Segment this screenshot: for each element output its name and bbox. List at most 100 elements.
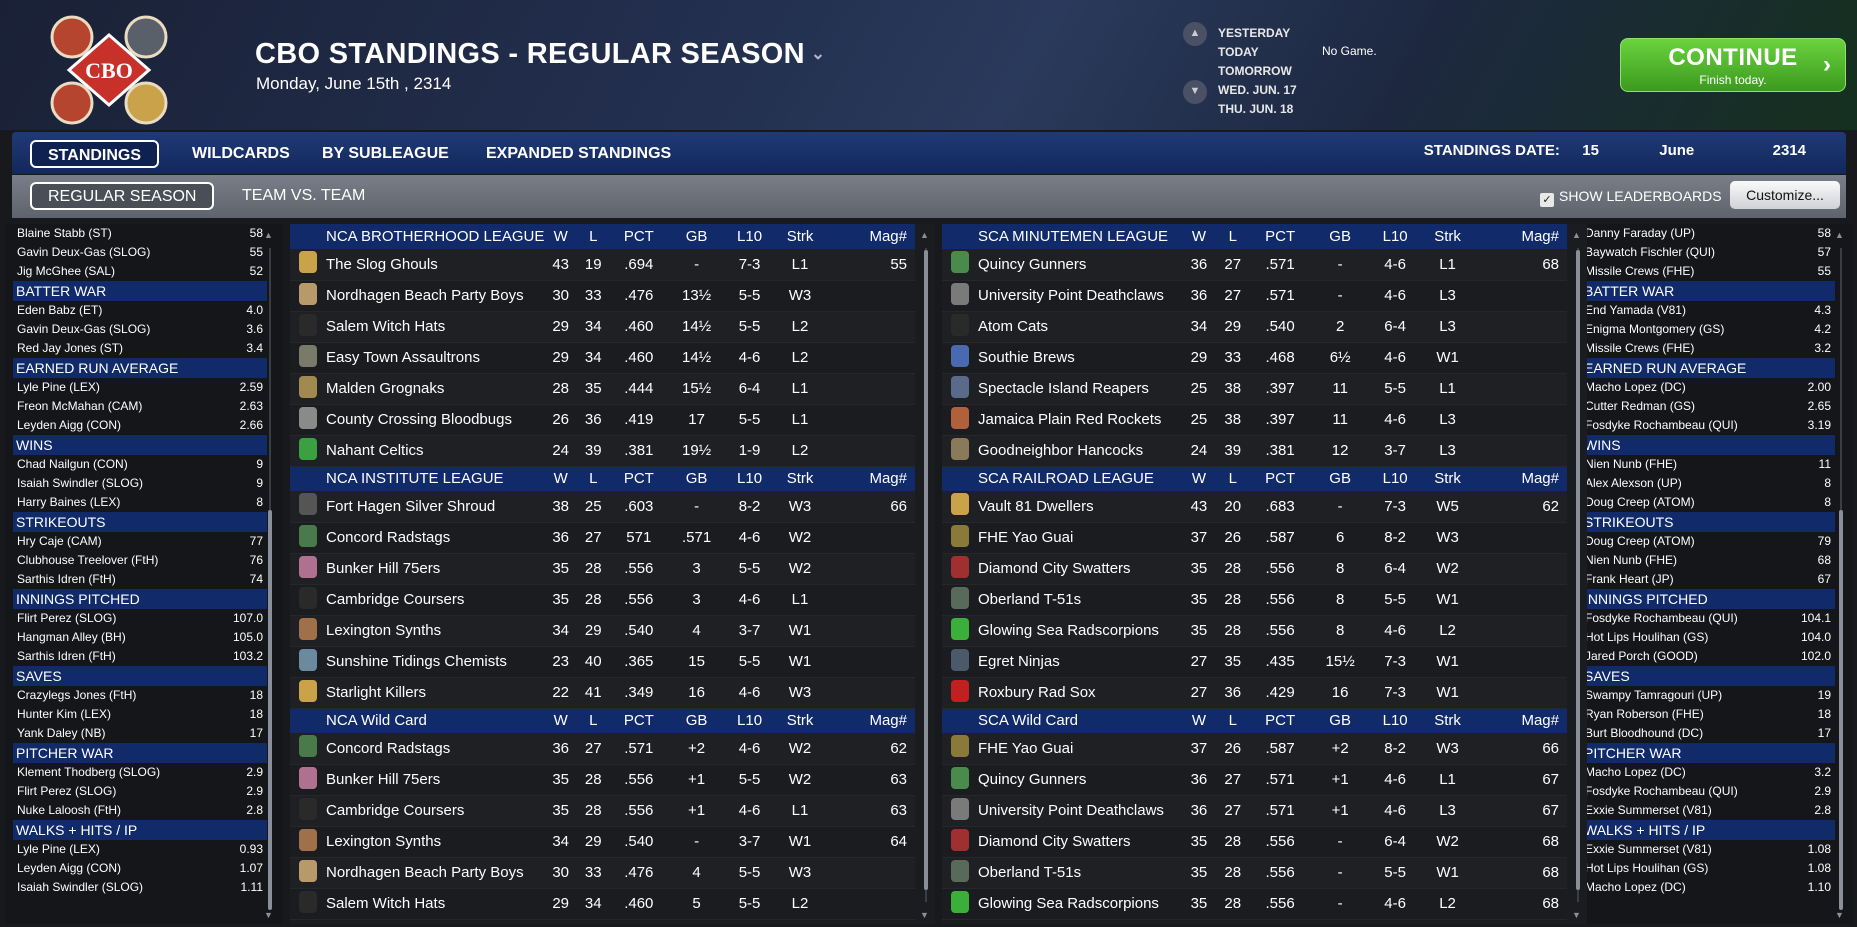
leaderboard-row[interactable]: Harry Baines (LEX) 8 (13, 493, 267, 512)
leader-name[interactable]: Yank Daley (NB) (17, 726, 106, 740)
leaderboard-row[interactable]: Hot Lips Houlihan (GS) 1.08 (1581, 859, 1835, 878)
leader-name[interactable]: Exxie Summerset (V81) (1585, 842, 1712, 856)
column-header-l[interactable]: L (576, 224, 610, 249)
leaderboard-row[interactable]: Macho Lopez (DC) 1.10 (1581, 878, 1835, 897)
column-header-gb[interactable]: GB (1310, 466, 1370, 491)
leaderboard-row[interactable]: Jig McGhee (SAL) 52 (13, 262, 267, 281)
leader-name[interactable]: Sarthis Idren (FtH) (17, 572, 116, 586)
standings-year-field[interactable]: 2314 (1772, 142, 1806, 159)
continue-button[interactable]: CONTINUE Finish today. › (1620, 38, 1846, 92)
leader-name[interactable]: Jared Porch (GOOD) (1585, 649, 1698, 663)
leaderboard-row[interactable]: Sarthis Idren (FtH) 103.2 (13, 647, 267, 666)
tab-wildcards[interactable]: WILDCARDS (192, 145, 290, 162)
team-name[interactable]: Jamaica Plain Red Rockets (978, 404, 1182, 436)
leader-name[interactable]: Klement Thodberg (SLOG) (17, 765, 161, 779)
leader-name[interactable]: Missile Crews (FHE) (1585, 264, 1695, 278)
team-name[interactable]: Cambridge Coursers (326, 584, 545, 616)
team-row[interactable]: Quincy Gunners 36 27.571-4-6 L1 68 (942, 249, 1567, 281)
column-header-pct[interactable]: PCT (1249, 224, 1311, 249)
leader-name[interactable]: End Yamada (V81) (1585, 303, 1686, 317)
team-row[interactable]: Diamond City Swatters 35 28.556 8 6-4 W2 (942, 553, 1567, 585)
team-row[interactable]: Goodneighbor Hancocks 24 39.381 12 3-7 L3 (942, 435, 1567, 467)
team-row[interactable]: Concord Radstags 36 27.571 +2 4-6 W2 62 (290, 733, 915, 765)
team-row[interactable]: Bunker Hill 75ers 35 28.556 +1 5-5 W2 63 (290, 764, 915, 796)
leaderboard-row[interactable]: Isaiah Swindler (SLOG) 1.11 (13, 878, 267, 897)
scrollbar[interactable]: ▲ ▼ (264, 230, 276, 920)
team-row[interactable]: Spectacle Island Reapers 25 38.397 11 5-5 L1 (942, 373, 1567, 405)
leader-name[interactable]: Leyden Aigg (CON) (17, 418, 122, 432)
column-header-strk[interactable]: Strk (1420, 466, 1475, 491)
leaderboard-row[interactable]: Leyden Aigg (CON) 2.66 (13, 416, 267, 435)
team-row[interactable]: Fort Hagen Silver Shroud 38 25.603-8-2 W3 66 (290, 491, 915, 523)
column-header-strk[interactable]: Strk (1420, 708, 1475, 733)
leader-name[interactable]: Blaine Stabb (ST) (17, 226, 112, 240)
leader-name[interactable]: Eden Babz (ET) (17, 303, 103, 317)
leaderboard-row[interactable]: Nuke Laloosh (FtH) 2.8 (13, 801, 267, 820)
leaderboard-row[interactable]: Flirt Perez (SLOG) 2.9 (13, 782, 267, 801)
team-name[interactable]: Concord Radstags (326, 733, 545, 765)
leader-name[interactable]: Clubhouse Treelover (FtH) (17, 553, 159, 567)
customize-button[interactable]: Customize... (1730, 181, 1840, 209)
column-header-gb[interactable]: GB (1310, 224, 1370, 249)
column-header-l10[interactable]: L10 (725, 224, 774, 249)
tab-team-vs-team[interactable]: TEAM VS. TEAM (242, 187, 366, 204)
team-name[interactable]: County Crossing Bloodbugs (326, 404, 545, 436)
team-name[interactable]: University Point Deathclaws (978, 280, 1182, 312)
standings-month-field[interactable]: June (1659, 142, 1695, 159)
leader-name[interactable]: Chad Nailgun (CON) (17, 457, 128, 471)
column-header-gb[interactable]: GB (668, 224, 726, 249)
leaderboard-row[interactable]: Red Jay Jones (ST) 3.4 (13, 339, 267, 358)
day-item[interactable]: WED. JUN. 17 (1218, 83, 1297, 97)
team-name[interactable]: Glowing Sea Radscorpions (978, 888, 1182, 920)
team-name[interactable]: Lexington Synths (326, 826, 545, 858)
team-name[interactable]: Quincy Gunners (978, 249, 1182, 281)
scrollbar[interactable]: ▲ ▼ (1835, 230, 1847, 920)
leaderboard-row[interactable]: Lyle Pine (LEX) 2.59 (13, 378, 267, 397)
team-row[interactable]: FHE Yao Guai 37 26.587 +2 8-2 W3 66 (942, 733, 1567, 765)
column-header-pct[interactable]: PCT (609, 708, 669, 733)
team-row[interactable]: Nordhagen Beach Party Boys 30 33.476 13½ 5-5… (290, 280, 915, 312)
team-name[interactable]: FHE Yao Guai (978, 522, 1182, 554)
leader-name[interactable]: Lyle Pine (LEX) (17, 380, 100, 394)
team-name[interactable]: Fort Hagen Silver Shroud (326, 491, 545, 523)
leader-name[interactable]: Red Jay Jones (ST) (17, 341, 124, 355)
scrollbar[interactable]: ▲ ▼ (920, 230, 932, 920)
column-header-pct[interactable]: PCT (1249, 466, 1311, 491)
column-header-strk[interactable]: Strk (773, 708, 827, 733)
column-header-mag[interactable]: Mag# (826, 466, 915, 491)
leader-name[interactable]: Jig McGhee (SAL) (17, 264, 116, 278)
team-name[interactable]: Goodneighbor Hancocks (978, 435, 1182, 467)
leaderboard-row[interactable]: Danny Faraday (UP) 58 (1581, 224, 1835, 243)
team-row[interactable]: Malden Grognaks 28 35.444 15½ 6-4 L1 (290, 373, 915, 405)
leader-name[interactable]: Swampy Tamragouri (UP) (1585, 688, 1723, 702)
leader-name[interactable]: Cutter Redman (GS) (1585, 399, 1696, 413)
team-name[interactable]: Bunker Hill 75ers (326, 553, 545, 585)
column-header-mag[interactable]: Mag# (826, 224, 915, 249)
leaderboard-row[interactable]: Doug Creep (ATOM) 79 (1581, 532, 1835, 551)
leader-name[interactable]: Nuke Laloosh (FtH) (17, 803, 122, 817)
leader-name[interactable]: Baywatch Fischler (QUI) (1585, 245, 1716, 259)
team-row[interactable]: Vault 81 Dwellers 43 20.683-7-3 W5 62 (942, 491, 1567, 523)
column-header-w[interactable]: W (544, 708, 577, 733)
leaderboard-row[interactable]: Leyden Aigg (CON) 1.07 (13, 859, 267, 878)
team-row[interactable]: Roxbury Rad Sox 27 36.429 16 7-3 W1 (942, 677, 1567, 709)
leader-name[interactable]: Gavin Deux-Gas (SLOG) (17, 322, 151, 336)
team-row[interactable]: University Point Deathclaws 36 27.571-4-6 L… (942, 280, 1567, 312)
leaderboard-row[interactable]: Macho Lopez (DC) 3.2 (1581, 763, 1835, 782)
team-name[interactable]: Easy Town Assaultrons (326, 342, 545, 374)
day-item[interactable]: TOMORROW (1218, 64, 1292, 78)
scroll-down-icon[interactable]: ▼ (1572, 910, 1581, 920)
tab-expanded-standings[interactable]: EXPANDED STANDINGS (486, 145, 672, 162)
leaderboard-row[interactable]: Fosdyke Rochambeau (QUI) 3.19 (1581, 416, 1835, 435)
team-row[interactable]: Quincy Gunners 36 27.571 +1 4-6 L1 67 (942, 764, 1567, 796)
column-header-l10[interactable]: L10 (1369, 708, 1421, 733)
leader-name[interactable]: Doug Creep (ATOM) (1585, 495, 1695, 509)
team-row[interactable]: FHE Yao Guai 37 26.587 6 8-2 W3 (942, 522, 1567, 554)
leaderboard-row[interactable]: Klement Thodberg (SLOG) 2.9 (13, 763, 267, 782)
leaderboard-row[interactable]: Hunter Kim (LEX) 18 (13, 705, 267, 724)
leaderboard-row[interactable]: Sarthis Idren (FtH) 74 (13, 570, 267, 589)
leaderboard-row[interactable]: Exxie Summerset (V81) 2.8 (1581, 801, 1835, 820)
leader-name[interactable]: Nien Nunb (FHE) (1585, 457, 1678, 471)
leader-name[interactable]: Flirt Perez (SLOG) (17, 611, 117, 625)
leaderboard-row[interactable]: Eden Babz (ET) 4.0 (13, 301, 267, 320)
